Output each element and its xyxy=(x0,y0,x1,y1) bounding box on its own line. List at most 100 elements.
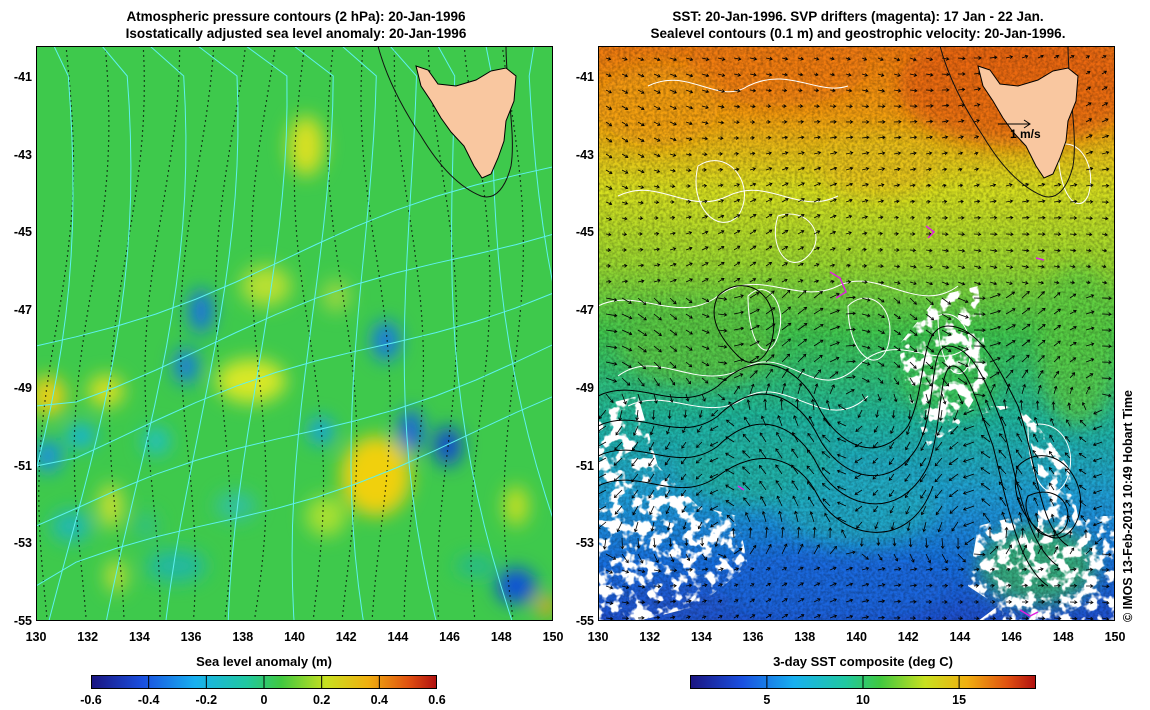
right-lon-tick-label: 142 xyxy=(897,630,919,644)
sealevel-contour-line xyxy=(774,213,817,263)
right-lat-tick-label: -47 xyxy=(575,303,594,318)
left-colorbar-tick-label: -0.2 xyxy=(195,693,218,707)
pressure-contour-line xyxy=(227,46,288,621)
left-colorbar-tick-label: 0 xyxy=(260,693,268,707)
anomaly-blob xyxy=(51,510,91,542)
anomaly-blob xyxy=(67,424,95,448)
svp-drifter-tracks xyxy=(737,225,1045,617)
right-lon-tick-label: 138 xyxy=(794,630,816,644)
anomaly-blob xyxy=(456,556,496,576)
left-lon-tick-label: 130 xyxy=(25,630,47,644)
velocity-scale-label: 1 m/s xyxy=(1010,127,1041,141)
left-colorbar-title: Sea level anomaly (m) xyxy=(196,654,332,669)
pressure-contour-line xyxy=(389,46,437,621)
anomaly-blob xyxy=(99,484,123,528)
velocity-scale-arrow xyxy=(998,119,1031,129)
right-lon-tick-label: 146 xyxy=(1001,630,1023,644)
pressure-contour-line xyxy=(36,344,553,527)
right-colorbar xyxy=(690,675,1036,689)
geostrophic-velocity-arrows xyxy=(598,54,1112,621)
left-lat-tick-label: -55 xyxy=(13,614,32,628)
left-lat-tick-label: -45 xyxy=(13,225,32,240)
sealevel-contour-line xyxy=(598,365,1049,587)
left-colorbar-tick-label: 0.4 xyxy=(370,693,389,707)
anomaly-blob xyxy=(496,568,536,604)
left-lon-tick-label: 136 xyxy=(180,630,202,644)
sealevel-contour-line xyxy=(713,285,775,363)
right-lat-tick-label: -53 xyxy=(575,536,594,551)
anomaly-blob xyxy=(241,266,291,306)
left-lon-tick-label: 148 xyxy=(490,630,512,644)
sealevel-contour-line xyxy=(1027,423,1072,493)
pressure-contour-line xyxy=(36,292,553,467)
right-colorbar-tick-label: 5 xyxy=(763,693,771,707)
anomaly-blob xyxy=(36,376,66,416)
sealevel-contour-line xyxy=(598,345,1059,567)
sea-level-anomaly-map xyxy=(36,46,553,621)
sealevel-contour-line xyxy=(598,325,1069,547)
left-lon-tick-label: 144 xyxy=(387,630,409,644)
left-title-line2: Isostatically adjusted sea level anomaly… xyxy=(125,26,467,41)
right-lon-tick-label: 132 xyxy=(639,630,661,644)
left-lat-tick-label: -41 xyxy=(13,70,32,85)
right-lon-tick-label: 134 xyxy=(690,630,712,644)
sealevel-contour-line xyxy=(1025,491,1069,537)
sealevel-contour-line xyxy=(617,345,969,381)
sealevel-contour-line xyxy=(1014,455,1082,539)
pressure-contour-line xyxy=(165,46,239,621)
anomaly-blob xyxy=(216,492,256,520)
sealevel-contour-line xyxy=(617,189,839,203)
sealevel-contours xyxy=(598,78,1092,587)
left-colorbar-tick-label: -0.4 xyxy=(137,693,160,707)
right-lon-tick-label: 150 xyxy=(1104,630,1126,644)
left-lat-tick-label: -47 xyxy=(13,303,32,318)
left-lat-tick-label: -51 xyxy=(13,458,32,473)
left-colorbar xyxy=(91,675,437,689)
pressure-contour-line xyxy=(36,166,553,347)
pressure-contour-line xyxy=(291,46,334,621)
pressure-contour-line xyxy=(528,46,553,287)
anomaly-blob xyxy=(504,486,528,526)
left-lon-tick-label: 134 xyxy=(128,630,150,644)
pressure-contour-line xyxy=(36,233,553,407)
sealevel-contour-line xyxy=(647,78,849,93)
sealevel-contour-line xyxy=(598,280,959,309)
pressure-contour-line xyxy=(437,46,513,621)
left-colorbar-tick-label: -0.6 xyxy=(80,693,102,707)
anomaly-blob xyxy=(189,289,213,333)
pressure-contour-line xyxy=(48,46,132,621)
left-lat-tick-label: -49 xyxy=(13,380,32,395)
tasmania-land xyxy=(415,65,517,179)
right-lon-tick-label: 144 xyxy=(949,630,971,644)
anomaly-blob xyxy=(399,409,423,453)
pressure-contour-line xyxy=(36,46,74,473)
anomaly-blob xyxy=(288,116,324,176)
left-lat-tick-label: -43 xyxy=(13,147,32,162)
right-colorbar-tick-label: 10 xyxy=(856,693,870,707)
left-lon-tick-label: 150 xyxy=(542,630,564,644)
right-lon-tick-label: 140 xyxy=(846,630,867,644)
right-lon-tick-label: 148 xyxy=(1052,630,1074,644)
pressure-contour-line xyxy=(36,395,553,587)
right-lat-tick-label: -55 xyxy=(575,614,594,628)
right-colorbar-tick-label: 15 xyxy=(952,693,967,707)
left-lon-tick-label: 140 xyxy=(284,630,305,644)
left-lon-tick-label: 132 xyxy=(77,630,99,644)
anomaly-blob xyxy=(36,440,62,472)
right-lat-tick-label: -51 xyxy=(575,458,594,473)
left-title-line1: Atmospheric pressure contours (2 hPa): 2… xyxy=(126,9,466,24)
shelf-contour-right xyxy=(939,46,1075,198)
right-colorbar-title: 3-day SST composite (deg C) xyxy=(773,654,953,669)
left-panel-title: Atmospheric pressure contours (2 hPa): 2… xyxy=(36,8,556,42)
right-lat-tick-label: -45 xyxy=(575,225,594,240)
imos-credit: © IMOS 13-Feb-2013 10:49 Hobart Time xyxy=(1121,390,1135,622)
sst-map: 1 m/s xyxy=(598,46,1115,621)
right-lon-tick-label: 130 xyxy=(587,630,609,644)
right-lat-tick-label: -41 xyxy=(575,70,594,85)
left-lon-tick-label: 146 xyxy=(439,630,461,644)
right-lon-tick-label: 136 xyxy=(742,630,764,644)
left-colorbar-tick-label: 0.2 xyxy=(312,693,331,707)
pressure-contours xyxy=(36,46,553,621)
sealevel-contour-line xyxy=(847,297,891,361)
tasmania-land-right xyxy=(977,65,1079,179)
